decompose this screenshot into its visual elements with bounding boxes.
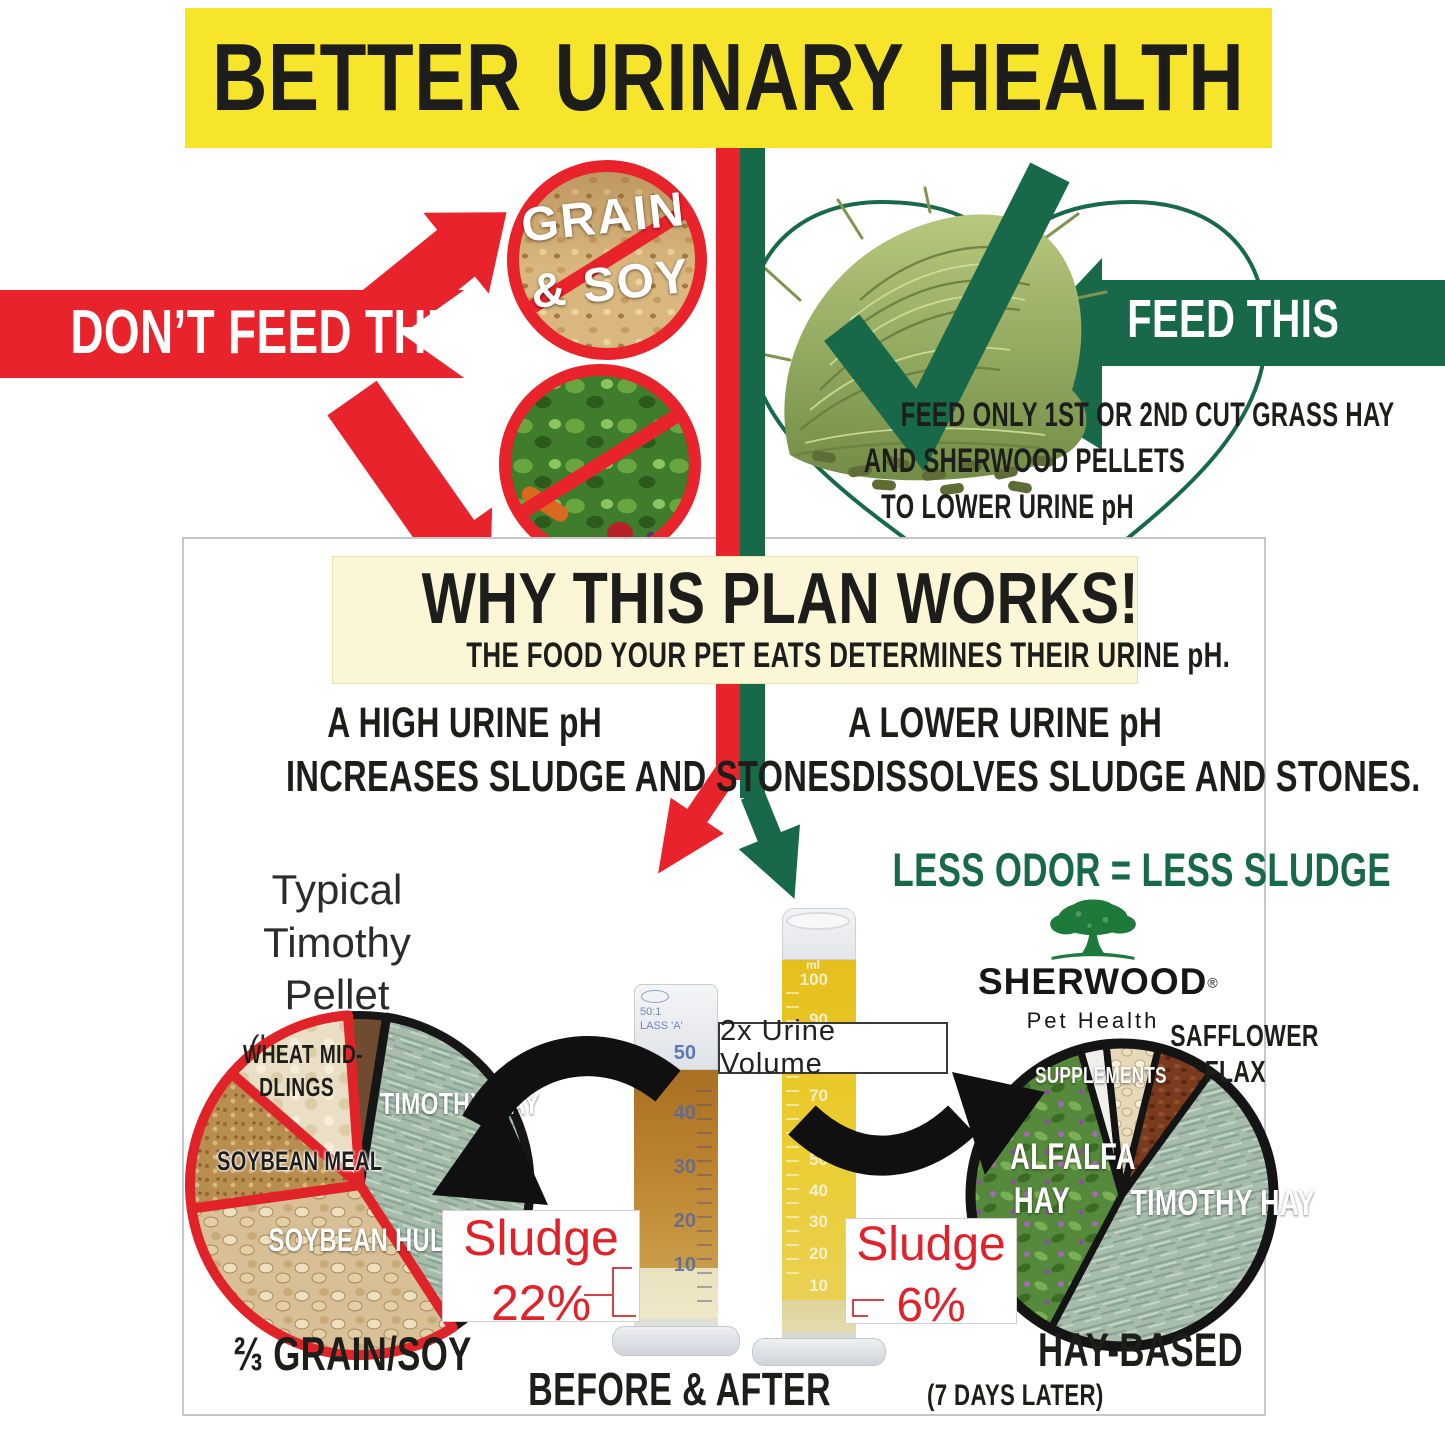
- after-cylinder-glass-bottom: [782, 1332, 856, 1342]
- logo-registered-mark: ®: [1207, 974, 1218, 991]
- right-pie-outside-safflower: SAFFLOWER: [1170, 1018, 1319, 1053]
- before-cylinder-small-text2: LASS 'A': [640, 1020, 683, 1032]
- left-pie-heading-line1: Typical: [271, 866, 403, 913]
- sludge-after-value: 6%: [896, 1279, 966, 1332]
- left-pie-slice-hulls: SOYBEAN HULLS: [268, 1222, 476, 1258]
- right-pie-chart: [965, 1038, 1279, 1352]
- after-scale-mark: 70: [809, 1086, 828, 1105]
- right-pie-slice-alfalfa-line1: ALFALFA: [1010, 1136, 1136, 1177]
- right-pie-caption: HAY-BASED: [1038, 1323, 1243, 1376]
- sherwood-logo: SHERWOOD® Pet Health: [978, 898, 1218, 1035]
- sludge-before-bracket: [612, 1267, 632, 1269]
- before-scale-mark: 30: [673, 1156, 696, 1178]
- dont-feed-arrow-graphic: [0, 212, 507, 595]
- right-pie-slice-timothy: TIMOTHY HAY: [1130, 1182, 1316, 1223]
- before-cylinder-small-text1: 50:1: [640, 1006, 662, 1018]
- after-scale-mark: 50: [809, 1150, 828, 1169]
- before-cylinder-base: [612, 1326, 740, 1356]
- after-scale-mark: 40: [809, 1181, 828, 1200]
- feed-this-arrow: [988, 258, 1445, 450]
- sludge-after-box: Sludge 6%: [845, 1218, 1017, 1330]
- after-scale-mark: 10: [809, 1276, 828, 1295]
- title-banner: BETTER URINARY HEALTH: [185, 8, 1272, 148]
- sludge-after-label: Sludge: [856, 1218, 1006, 1271]
- after-unit-label: ml: [806, 958, 821, 972]
- before-scale-mark: 40: [673, 1102, 696, 1124]
- low-ph-line2: DISSOLVES SLUDGE AND STONES.: [851, 752, 1421, 801]
- low-ph-line1: A LOWER URINE pH: [847, 699, 1163, 747]
- left-pie-slice-timothy: TIMOTHY HAY: [380, 1086, 540, 1121]
- urine-volume-note: 2x Urine Volume: [720, 1015, 836, 1080]
- sludge-after-bracket: [852, 1299, 884, 1301]
- left-pie-heading-line2: Timothy Pellet: [263, 919, 411, 1018]
- page-title: BETTER URINARY HEALTH: [212, 24, 1245, 131]
- less-odor-label: LESS ODOR = LESS SLUDGE: [892, 843, 1391, 896]
- feed-note-line1: FEED ONLY 1ST OR 2ND CUT GRASS HAY: [900, 396, 1395, 434]
- footer-caption: BEFORE & AFTER (7 DAYS LATER): [528, 1362, 1103, 1416]
- feed-note-line2: AND SHERWOOD PELLETS: [863, 442, 1186, 480]
- feed-this-label: FEED THIS: [1127, 289, 1340, 349]
- tree-icon: [1050, 899, 1136, 960]
- why-box: [332, 556, 1138, 684]
- checkmark-icon: [824, 162, 1070, 472]
- urine-volume-note-box: 2x Urine Volume: [718, 1015, 948, 1080]
- before-scale-mark: 10: [673, 1254, 696, 1276]
- before-cylinder-sludge: [634, 1268, 718, 1318]
- after-scale-mark: 30: [809, 1212, 828, 1231]
- high-ph-line1: A HIGH URINE pH: [327, 699, 603, 747]
- footer-title: BEFORE & AFTER: [528, 1363, 832, 1415]
- sludge-before-bracket: [584, 1294, 612, 1296]
- sludge-before-bracket: [612, 1315, 636, 1317]
- after-scale-mark: 20: [809, 1244, 828, 1263]
- sludge-before-label: Sludge: [463, 1210, 619, 1266]
- left-pie-slice-wheat-line2: DLINGS: [259, 1072, 335, 1102]
- left-pie-slice-wheat-line1: WHEAT MID-: [243, 1039, 363, 1069]
- sludge-before-box: Sludge 22%: [442, 1210, 640, 1328]
- before-scale-mark: 20: [673, 1210, 696, 1232]
- after-cylinder-sludge: [782, 1300, 856, 1332]
- logo-tagline: Pet Health: [1026, 1008, 1160, 1033]
- high-ph-line2: INCREASES SLUDGE AND STONES.: [285, 752, 861, 801]
- feed-note-line3: TO LOWER URINE pH: [881, 488, 1134, 526]
- center-stripes-arrows: [658, 148, 800, 899]
- before-cylinder-brand-mark: [641, 990, 669, 1003]
- footer-suffix: (7 DAYS LATER): [927, 1379, 1104, 1412]
- dont-feed-label: DON’T FEED THIS: [70, 298, 472, 367]
- after-cylinder-base: [752, 1338, 886, 1366]
- sludge-after-bracket: [852, 1299, 854, 1317]
- after-cylinder-rim-ellipse: [786, 912, 850, 930]
- sludge-before-bracket: [612, 1267, 614, 1317]
- sludge-after-bracket: [852, 1315, 868, 1317]
- why-subtitle: THE FOOD YOUR PET EATS DETERMINES THEIR …: [466, 636, 1231, 675]
- logo-name: SHERWOOD: [978, 961, 1208, 1002]
- left-pie-caption: ⅔ GRAIN/SOY: [233, 1327, 472, 1380]
- left-pie-slice-meal: SOYBEAN MEAL: [217, 1146, 383, 1176]
- after-scale-mark: 100: [799, 970, 828, 989]
- right-pie-outside-flax: FLAX: [1204, 1054, 1266, 1089]
- sludge-before-value: 22%: [490, 1275, 592, 1331]
- right-pie-slice-supplements: SUPPLEMENTS: [1035, 1062, 1167, 1088]
- before-cylinder-ticks: [697, 1078, 712, 1314]
- before-scale-mark: 50: [673, 1042, 696, 1064]
- right-pie-slice-alfalfa-line2: HAY: [1013, 1180, 1071, 1221]
- why-title: WHY THIS PLAN WORKS!: [421, 559, 1139, 639]
